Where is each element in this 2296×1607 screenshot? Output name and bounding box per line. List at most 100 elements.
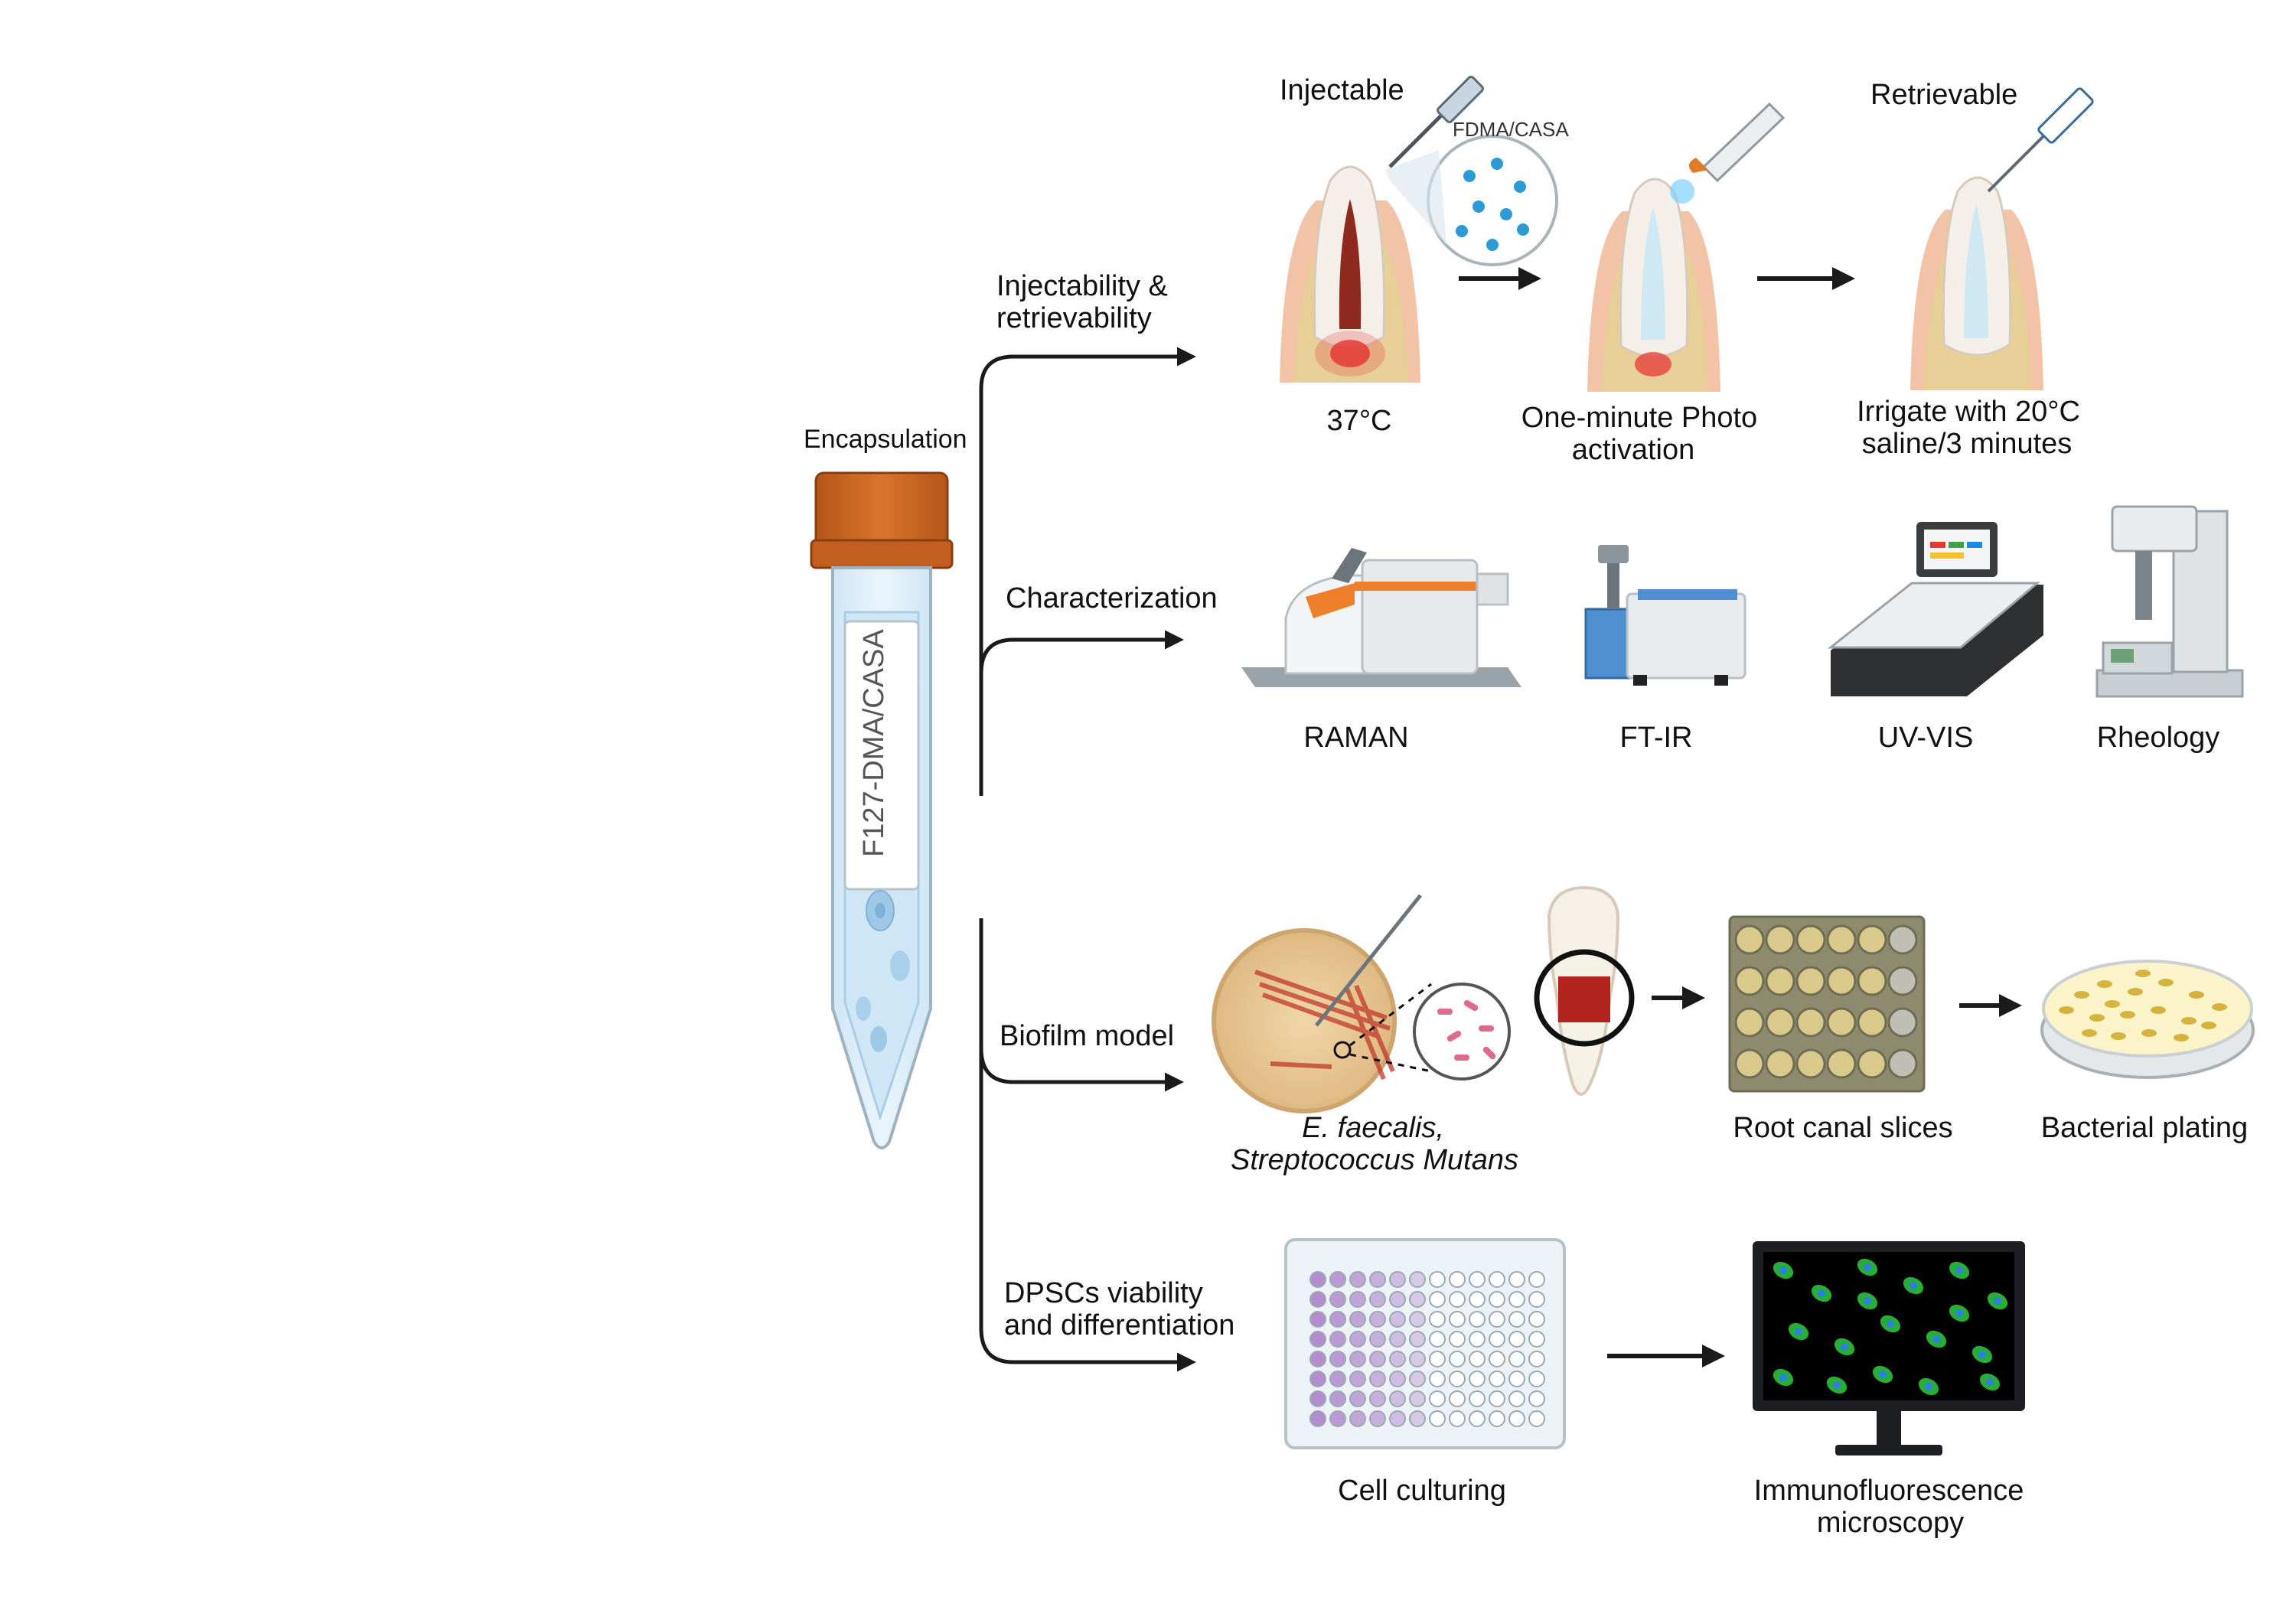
well <box>1309 1371 1326 1387</box>
well <box>1489 1331 1505 1348</box>
well <box>1309 1351 1326 1367</box>
fluorescent-cell <box>1834 1338 1855 1356</box>
well <box>1795 1048 1826 1079</box>
well <box>1389 1311 1406 1328</box>
well <box>1369 1271 1386 1288</box>
colony <box>2128 988 2143 996</box>
well <box>1489 1311 1505 1328</box>
step-photo-line1: One-minute Photo <box>1521 402 1758 434</box>
ftir-instrument <box>1584 545 1746 686</box>
fluorescent-cell <box>1857 1292 1878 1310</box>
well <box>1309 1331 1326 1348</box>
branch-injectability-line2: retrievability <box>996 302 1152 334</box>
label-microscopy-line2: microscopy <box>1816 1507 1965 1539</box>
species-line2: Streptococcus Mutans <box>1231 1144 1518 1176</box>
well <box>1528 1311 1545 1328</box>
well <box>1329 1291 1346 1308</box>
well <box>1409 1271 1426 1288</box>
extracted-tooth <box>1534 885 1635 1096</box>
well <box>1489 1271 1505 1288</box>
well <box>1449 1371 1466 1387</box>
well <box>1765 924 1795 955</box>
well <box>1887 966 1918 996</box>
well <box>1734 1007 1765 1038</box>
colony <box>2141 1029 2157 1037</box>
well <box>1508 1271 1525 1288</box>
well <box>1826 924 1857 955</box>
well <box>1429 1291 1446 1308</box>
colony <box>2059 1006 2074 1014</box>
well <box>1369 1311 1386 1328</box>
well <box>1389 1390 1406 1407</box>
well <box>1409 1371 1426 1387</box>
well <box>1409 1311 1426 1328</box>
well <box>1734 1048 1765 1079</box>
well <box>1795 924 1826 955</box>
colony <box>2201 1022 2216 1029</box>
well <box>1349 1410 1366 1427</box>
label-root-canal-slices: Root canal slices <box>1733 1112 1953 1144</box>
well <box>1887 1048 1918 1079</box>
step-irrigate-line1: Irrigate with 20°C <box>1857 396 2080 428</box>
well <box>1349 1331 1366 1348</box>
label-uvvis: UV-VIS <box>1877 722 1974 754</box>
well <box>1369 1390 1386 1407</box>
well <box>1389 1371 1406 1387</box>
well <box>1449 1291 1466 1308</box>
rheometer-instrument <box>2095 505 2244 698</box>
well <box>1409 1331 1426 1348</box>
agar-plate-colonies <box>2040 960 2255 1079</box>
well <box>1309 1291 1326 1308</box>
well <box>1857 924 1887 955</box>
colony <box>2174 1034 2189 1041</box>
tube-label: F127-DMA/CASA <box>858 629 890 857</box>
well-plate-24 <box>1728 915 1926 1093</box>
well <box>1765 1048 1795 1079</box>
well <box>1309 1271 1326 1288</box>
raman-instrument <box>1241 548 1521 687</box>
well <box>1349 1271 1366 1288</box>
well <box>1826 1007 1857 1038</box>
well <box>1429 1331 1446 1348</box>
well <box>1389 1351 1406 1367</box>
well <box>1429 1371 1446 1387</box>
well <box>1449 1311 1466 1328</box>
well <box>1469 1351 1486 1367</box>
well <box>1349 1311 1366 1328</box>
label-cell-culturing: Cell culturing <box>1338 1475 1506 1507</box>
well <box>1508 1311 1525 1328</box>
bacteria-zoom-inset <box>1349 983 1511 1081</box>
step-photo-line2: activation <box>1571 434 1695 466</box>
colony <box>2089 1014 2105 1022</box>
well <box>1389 1271 1406 1288</box>
well <box>1826 1048 1857 1079</box>
fluorescent-cell <box>1811 1284 1832 1302</box>
branch-injectability-line1: Injectability & <box>996 270 1168 302</box>
well <box>1528 1371 1545 1387</box>
well <box>1449 1410 1466 1427</box>
label-raman: RAMAN <box>1303 722 1409 754</box>
retrievable-title: Retrievable <box>1870 79 2018 111</box>
well <box>1369 1331 1386 1348</box>
fluorescent-cell <box>1788 1322 1809 1341</box>
fluorescent-cell <box>1979 1373 2001 1391</box>
uvvis-instrument <box>1827 522 2043 696</box>
well <box>1508 1410 1525 1427</box>
well <box>1409 1390 1426 1407</box>
well <box>1329 1371 1346 1387</box>
well <box>1508 1371 1525 1387</box>
well <box>1528 1351 1545 1367</box>
well <box>1349 1291 1366 1308</box>
well <box>1469 1271 1486 1288</box>
well <box>1765 1007 1795 1038</box>
well <box>1329 1351 1346 1367</box>
colony <box>2082 1029 2097 1037</box>
colony <box>2120 1011 2135 1019</box>
well <box>1857 966 1887 996</box>
well <box>1409 1291 1426 1308</box>
colony <box>2074 991 2089 999</box>
well <box>1469 1410 1486 1427</box>
petri-dish-culture <box>1212 894 1422 1113</box>
branch-biofilm: Biofilm model <box>1000 1020 1175 1052</box>
branch-characterization: Characterization <box>1006 582 1218 614</box>
